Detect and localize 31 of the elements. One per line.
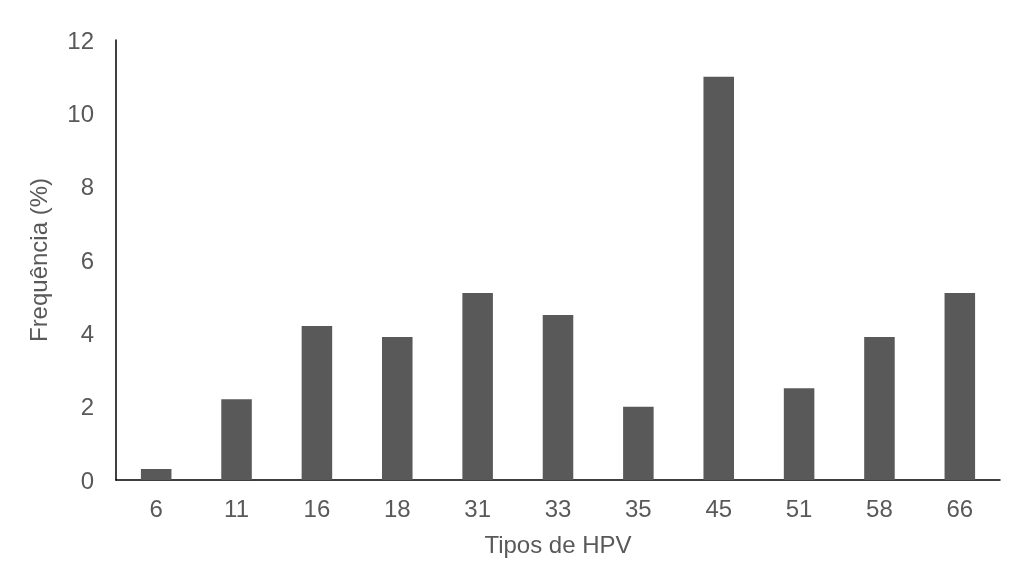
y-tick-label: 12 bbox=[67, 26, 94, 54]
bar bbox=[542, 315, 574, 480]
bar bbox=[944, 293, 976, 480]
y-tick-label: 8 bbox=[80, 173, 94, 201]
x-tick-label: 18 bbox=[383, 494, 411, 522]
bar bbox=[864, 337, 895, 480]
x-tick-label: 6 bbox=[149, 494, 163, 522]
bar bbox=[382, 337, 413, 480]
bar bbox=[703, 76, 734, 480]
x-tick-label: 35 bbox=[625, 494, 652, 522]
x-tick-label: 45 bbox=[705, 494, 733, 522]
y-axis-title: Frequência (%) bbox=[24, 177, 52, 343]
bar bbox=[301, 326, 333, 480]
x-tick-label: 51 bbox=[785, 494, 813, 522]
bar bbox=[140, 469, 172, 480]
y-tick-label: 6 bbox=[80, 246, 94, 274]
x-tick-label: 11 bbox=[224, 494, 250, 522]
x-tick-label: 16 bbox=[303, 494, 331, 522]
x-axis-title: Tipos de HPV bbox=[484, 530, 632, 558]
bar bbox=[783, 388, 815, 480]
x-tick-label: 58 bbox=[866, 494, 893, 522]
y-tick-label: 0 bbox=[80, 466, 94, 494]
bar bbox=[221, 399, 252, 480]
y-tick-label: 2 bbox=[80, 393, 94, 421]
bar bbox=[623, 406, 654, 480]
y-tick-label: 10 bbox=[67, 99, 94, 127]
x-tick-label: 66 bbox=[946, 494, 974, 522]
bar bbox=[462, 293, 493, 480]
y-tick-label: 4 bbox=[80, 319, 94, 347]
x-tick-label: 33 bbox=[544, 494, 572, 522]
x-tick-label: 31 bbox=[464, 494, 491, 522]
